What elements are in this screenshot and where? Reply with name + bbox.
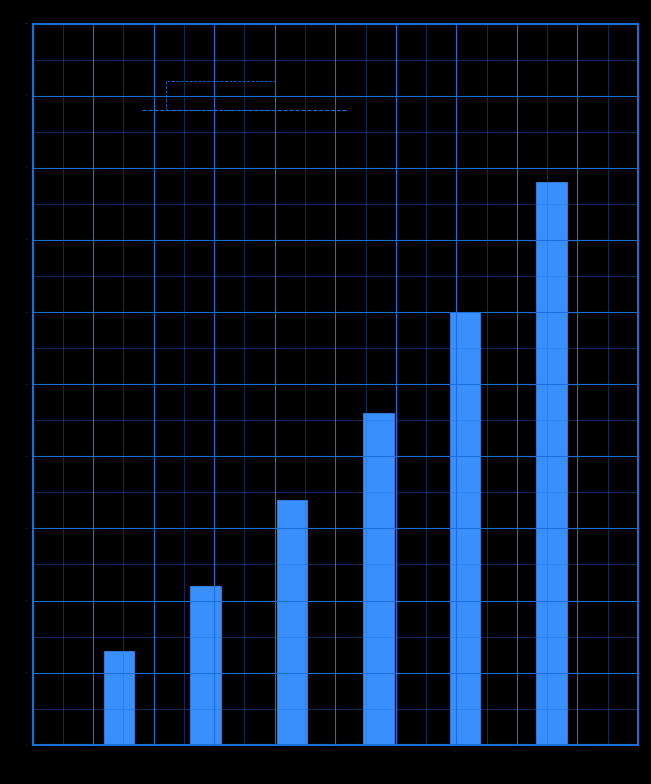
Bar	[536, 182, 566, 745]
Bar	[166, 82, 275, 110]
Bar	[190, 586, 221, 745]
Bar	[277, 499, 307, 745]
Bar	[363, 413, 394, 745]
Bar	[104, 651, 134, 745]
Bar	[450, 312, 480, 745]
